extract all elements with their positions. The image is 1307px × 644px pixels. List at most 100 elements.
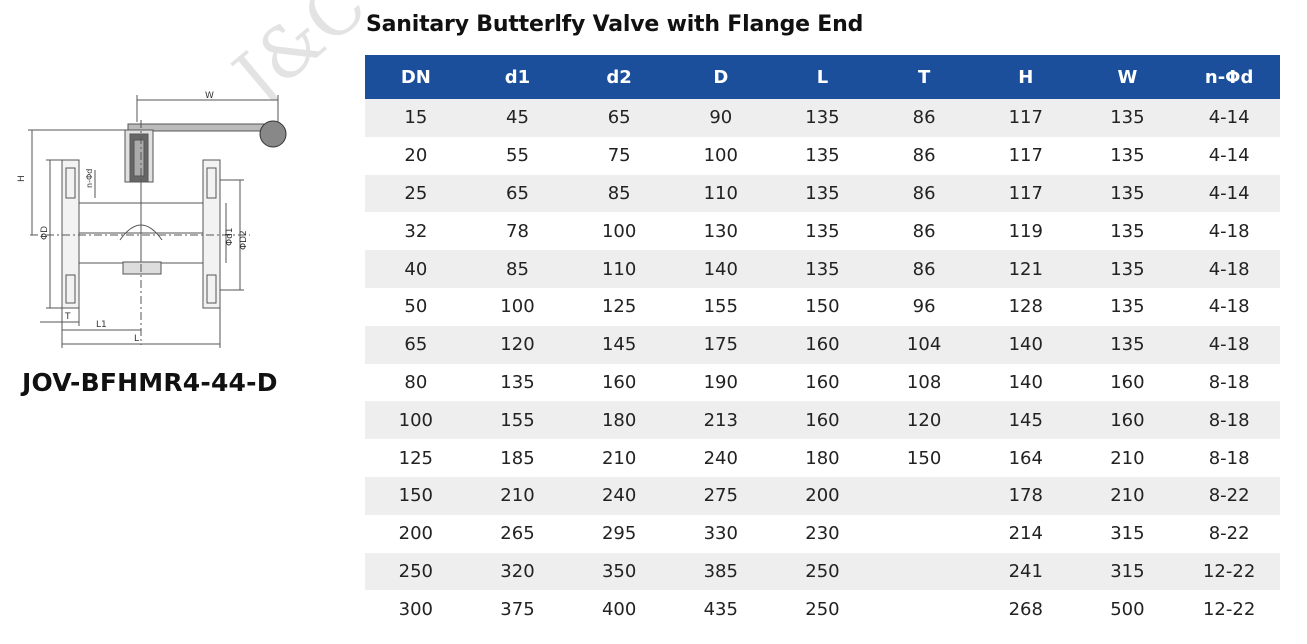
table-cell: 8-22 <box>1178 476 1280 515</box>
table-cell: 75 <box>568 136 670 175</box>
table-cell: 330 <box>669 514 772 553</box>
svg-text:Φd1: Φd1 <box>225 227 235 246</box>
table-cell: 128 <box>974 287 1077 326</box>
table-cell: 117 <box>974 174 1077 213</box>
table-cell: 119 <box>974 212 1077 251</box>
table-cell: 150 <box>365 476 467 515</box>
table-cell: 145 <box>568 325 670 364</box>
svg-text:ΦD2: ΦD2 <box>239 230 249 250</box>
table-cell: 435 <box>669 590 772 629</box>
table-cell: 86 <box>873 212 975 251</box>
table-cell: 150 <box>771 287 874 326</box>
table-cell: 135 <box>771 136 874 175</box>
table-cell: 135 <box>1076 250 1179 288</box>
table-cell <box>873 514 975 553</box>
table-cell: 135 <box>1076 325 1179 364</box>
svg-text:L: L <box>134 334 139 344</box>
table-cell: 117 <box>974 136 1077 175</box>
table-cell: 55 <box>466 136 569 175</box>
table-cell: 8-18 <box>1178 439 1280 477</box>
table-cell: 4-18 <box>1178 325 1280 364</box>
table-cell: 100 <box>669 136 772 175</box>
table-cell: 4-14 <box>1178 99 1280 137</box>
table-cell: 135 <box>1076 212 1179 251</box>
table-row: 15 45 65 90 135 86 117 135 4-14 <box>365 99 1280 137</box>
table-row: 25 65 85 110 135 86 117 135 4-14 <box>365 174 1280 213</box>
table-cell: 230 <box>771 514 874 553</box>
model-number: JOV-BFHMR4-44-D <box>22 368 278 397</box>
table-cell: 295 <box>568 514 670 553</box>
table-cell: 8-18 <box>1178 363 1280 402</box>
col-header-d1: d1 <box>466 55 569 99</box>
table-cell: 96 <box>873 287 975 326</box>
table-row: 32 78 100 130 135 86 119 135 4-18 <box>365 212 1280 251</box>
table-cell: 140 <box>974 363 1077 402</box>
table-cell: 160 <box>1076 363 1179 402</box>
table-cell: 315 <box>1076 552 1179 591</box>
table-row: 125 185 210 240 180 150 164 210 8-18 <box>365 439 1280 477</box>
table-cell: 86 <box>873 136 975 175</box>
table-cell: 15 <box>365 99 467 137</box>
table-cell: 108 <box>873 363 975 402</box>
table-cell: 20 <box>365 136 467 175</box>
table-cell <box>873 552 975 591</box>
page-title: Sanitary Butterlfy Valve with Flange End <box>366 12 864 37</box>
table-cell: 210 <box>466 476 569 515</box>
col-header-W: W <box>1076 55 1179 99</box>
table-cell <box>873 590 975 629</box>
table-cell: 100 <box>568 212 670 251</box>
table-cell: 320 <box>466 552 569 591</box>
col-header-H: H <box>974 55 1077 99</box>
table-cell: 86 <box>873 99 975 137</box>
table-cell: 240 <box>568 476 670 515</box>
table-cell: 240 <box>669 439 772 477</box>
table-cell: 213 <box>669 401 772 440</box>
table-cell: 135 <box>771 99 874 137</box>
table-row: 300 375 400 435 250 268 500 12-22 <box>365 590 1280 629</box>
table-cell: 375 <box>466 590 569 629</box>
table-cell: 65 <box>466 174 569 213</box>
table-cell: 164 <box>974 439 1077 477</box>
table-cell: 241 <box>974 552 1077 591</box>
table-row: 65 120 145 175 160 104 140 135 4-18 <box>365 325 1280 364</box>
table-cell: 140 <box>669 250 772 288</box>
table-row: 100 155 180 213 160 120 145 160 8-18 <box>365 401 1280 440</box>
table-cell: 110 <box>669 174 772 213</box>
table-cell: 214 <box>974 514 1077 553</box>
col-header-D: D <box>669 55 772 99</box>
table-cell: 125 <box>568 287 670 326</box>
table-cell: 4-18 <box>1178 287 1280 326</box>
table-cell: 8-22 <box>1178 514 1280 553</box>
table-cell: 300 <box>365 590 467 629</box>
col-header-L: L <box>771 55 874 99</box>
table-cell: 500 <box>1076 590 1179 629</box>
table-cell: 160 <box>1076 401 1179 440</box>
table-cell: 275 <box>669 476 772 515</box>
table-cell: 117 <box>974 99 1077 137</box>
table-cell: 135 <box>1076 99 1179 137</box>
table-cell: 155 <box>466 401 569 440</box>
table-cell: 104 <box>873 325 975 364</box>
col-header-d2: d2 <box>568 55 670 99</box>
table-cell: 125 <box>365 439 467 477</box>
table-cell: 250 <box>771 552 874 591</box>
table-row: 200 265 295 330 230 214 315 8-22 <box>365 514 1280 553</box>
table-cell: 180 <box>568 401 670 440</box>
table-row: 50 100 125 155 150 96 128 135 4-18 <box>365 287 1280 326</box>
table-cell: 45 <box>466 99 569 137</box>
table-cell: 210 <box>1076 439 1179 477</box>
table-cell: 4-18 <box>1178 212 1280 251</box>
table-cell: 185 <box>466 439 569 477</box>
table-cell: 175 <box>669 325 772 364</box>
table-cell: 120 <box>466 325 569 364</box>
table-cell: 25 <box>365 174 467 213</box>
table-cell: 250 <box>771 590 874 629</box>
table-cell: 120 <box>873 401 975 440</box>
table-cell: 4-14 <box>1178 136 1280 175</box>
table-cell: 4-18 <box>1178 250 1280 288</box>
table-cell: 86 <box>873 174 975 213</box>
table-row: 40 85 110 140 135 86 121 135 4-18 <box>365 250 1280 288</box>
valve-drawing: W H n-Φd ΦD Φd1 ΦD2 T L1 L <box>17 91 287 348</box>
table-row: 250 320 350 385 250 241 315 12-22 <box>365 552 1280 591</box>
table-cell: 315 <box>1076 514 1179 553</box>
